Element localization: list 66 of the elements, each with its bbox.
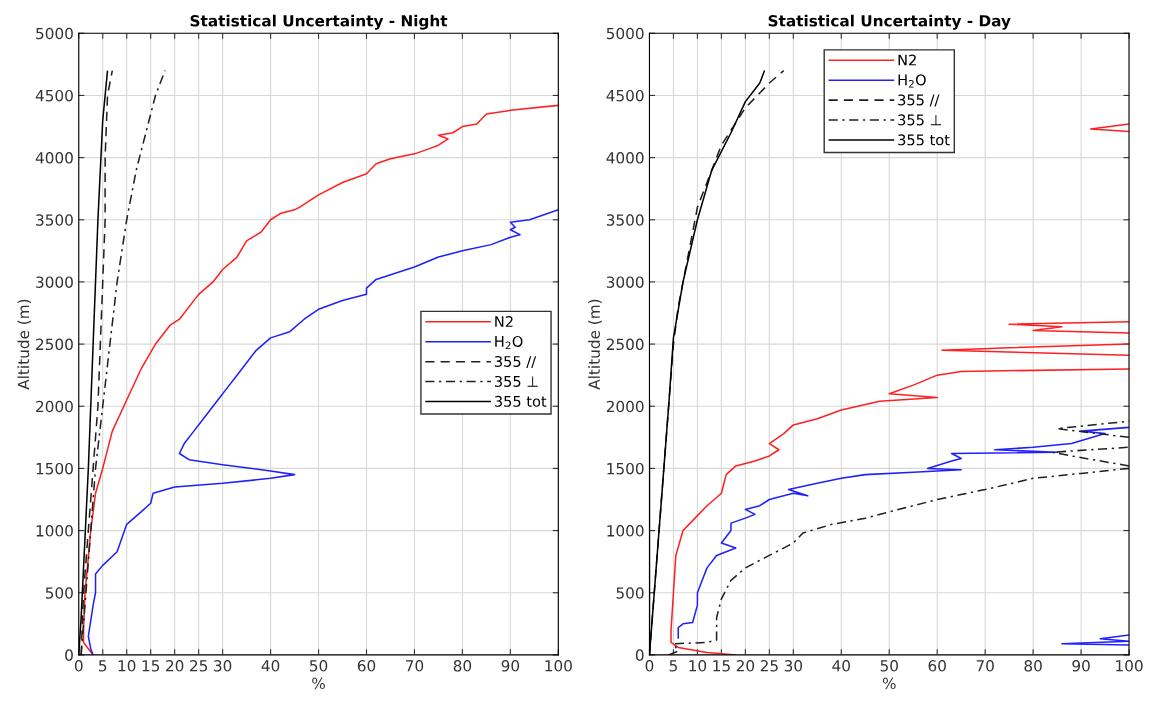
chart-title: Statistical Uncertainty - Night — [190, 14, 448, 30]
x-tick-label: 80 — [453, 660, 472, 672]
x-tick-label: 60 — [357, 660, 376, 672]
y-tick-label: 1500 — [36, 462, 73, 475]
y-axis-title: Altitude (m) — [588, 299, 602, 390]
x-tick-label: 70 — [405, 660, 424, 672]
legend-label: 355 // — [494, 355, 537, 369]
y-tick-label: 500 — [616, 587, 644, 599]
legend-label: 355 tot — [898, 134, 950, 146]
legend-label: 355 // — [898, 94, 940, 107]
y-tick-label: 4000 — [606, 152, 644, 164]
y-tick-label: 3000 — [36, 276, 73, 288]
y-tick-label: 0 — [65, 649, 73, 661]
x-tick-label: 40 — [832, 660, 850, 672]
x-tick-label: 25 — [760, 660, 778, 672]
legend-label: N2 — [495, 316, 513, 327]
legend-label: 355 ⊥ — [898, 114, 942, 126]
y-tick-label: 2500 — [36, 338, 73, 351]
y-tick-label: 4500 — [35, 89, 73, 102]
x-tick-label: 15 — [713, 660, 730, 672]
x-tick-label: 20 — [166, 660, 184, 672]
y-tick-label: 4000 — [35, 152, 73, 164]
x-tick-label: 10 — [689, 660, 707, 672]
x-tick-label: 15 — [142, 660, 160, 672]
y-tick-label: 500 — [45, 587, 73, 599]
x-axis-title: % — [882, 677, 896, 690]
x-tick-label: 30 — [214, 660, 232, 672]
x-tick-label: 40 — [261, 660, 280, 672]
x-tick-label: 5 — [669, 660, 677, 672]
x-axis-title: % — [312, 677, 325, 690]
y-tick-label: 1000 — [36, 525, 73, 537]
x-tick-label: 5 — [99, 660, 107, 672]
x-tick-label: 10 — [118, 660, 136, 672]
y-tick-label: 5000 — [606, 27, 644, 40]
y-tick-label: 2000 — [606, 400, 644, 413]
y-axis-title: Altitude (m) — [17, 299, 32, 390]
x-tick-label: 0 — [74, 660, 83, 672]
legend-label: 355 tot — [494, 395, 547, 407]
y-tick-label: 3500 — [606, 214, 644, 226]
x-tick-label: 25 — [190, 660, 208, 672]
legend-label: N2 — [898, 54, 916, 66]
y-tick-label: 3500 — [36, 214, 73, 226]
legend-label: H$_{2}$O — [898, 74, 926, 88]
x-tick-label: 60 — [928, 660, 946, 672]
y-tick-label: 2500 — [606, 338, 644, 351]
x-tick-label: 100 — [545, 660, 572, 672]
y-tick-label: 1000 — [607, 525, 644, 537]
x-tick-label: 20 — [736, 660, 755, 672]
x-tick-label: 70 — [976, 660, 994, 672]
x-tick-label: 0 — [645, 660, 654, 672]
x-tick-label: 30 — [784, 660, 803, 672]
legend-label: H$_{2}$O — [495, 335, 523, 350]
x-tick-label: 90 — [1072, 660, 1090, 672]
chart-title: Statistical Uncertainty - Day — [768, 14, 1011, 30]
y-tick-label: 5000 — [36, 27, 73, 40]
x-tick-label: 100 — [1116, 660, 1143, 672]
x-tick-label: 80 — [1024, 660, 1042, 672]
x-tick-label: 50 — [310, 660, 328, 672]
legend-label: 355 ⊥ — [494, 375, 538, 387]
y-tick-label: 0 — [635, 649, 644, 661]
y-tick-label: 4500 — [606, 89, 644, 102]
y-tick-label: 1500 — [607, 462, 644, 475]
x-tick-label: 90 — [501, 660, 520, 672]
y-tick-label: 2000 — [36, 400, 73, 413]
x-tick-label: 50 — [880, 660, 898, 672]
y-tick-label: 3000 — [606, 276, 644, 288]
